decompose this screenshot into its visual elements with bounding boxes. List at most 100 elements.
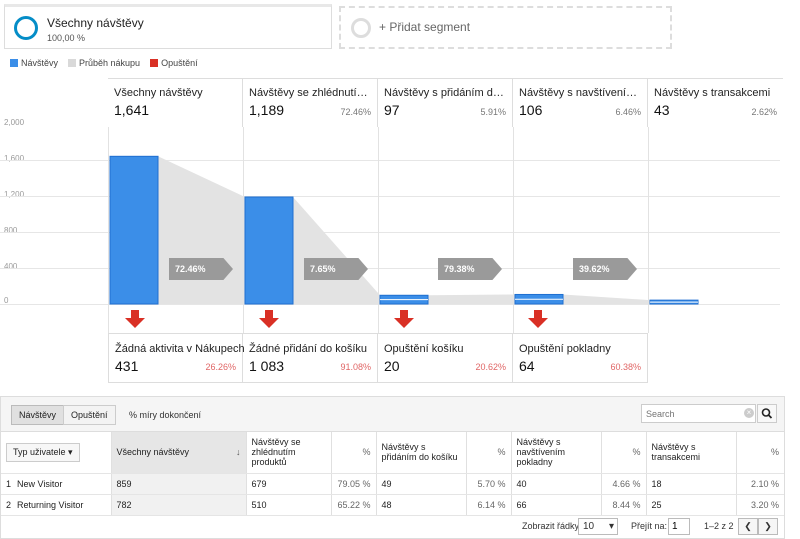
stage-value: 97 [384,102,400,118]
add-segment-ring-icon [351,18,371,38]
search-icon [761,408,773,419]
column-title: Návštěvy s navštívením pokladny [516,437,566,468]
gridline [0,268,780,269]
metric-cell: 679 [246,473,332,495]
segment-percentage: 100,00 % [47,33,86,43]
completion-rate-toggle[interactable]: % míry dokončení [129,410,202,420]
table-pagination: Zobrazit řádky: 10 ▾ Přejít na: 1–2 z 2 ❮… [0,515,785,539]
drop-off-box-4: Opuštění pokladny 64 60.38% [513,333,648,383]
shopping-funnel-chart: 2,000 1,600 1,200 800 400 0 Všechny návš… [0,78,800,384]
previous-page-button[interactable]: ❮ [738,518,758,535]
funnel-stage-header-1: Všechny návštěvy 1,641 [108,78,243,127]
add-segment-button[interactable]: + Přidat segment [339,6,672,49]
column-header-pct[interactable]: % [601,432,647,474]
legend-label: Opuštění [161,58,198,68]
column-header-pct[interactable]: % [736,432,784,474]
metric-cell: 49 [376,473,467,495]
table-search-input[interactable] [641,404,756,423]
dimension-cell[interactable]: 1 New Visitor [1,473,112,495]
y-tick-label: 1,600 [4,154,25,163]
stage-pct: 6.46% [615,107,641,117]
metric-cell: 48 [376,494,467,516]
drop-off-label: Žádná aktivita v Nákupech [115,343,245,355]
table-header-row: Typ uživatele ▾ Všechny návštěvy ↓ Návště… [1,432,784,474]
clear-search-icon[interactable]: × [744,408,754,418]
stage-value: 43 [654,102,670,118]
percentage-cell: 79.05 % [331,473,377,495]
sort-down-icon: ↓ [236,447,241,458]
legend-label: Návštěvy [21,58,59,68]
column-header-pct[interactable]: % [466,432,512,474]
drop-off-box-1: Žádná aktivita v Nákupech 431 26.26% [108,333,245,383]
y-tick-label: 0 [4,296,9,305]
continuation-rate-4: 39.62% [573,258,637,280]
tab-visits[interactable]: Návštěvy [11,405,65,425]
funnel-stage-header-4: Návštěvy s navštívením p... 106 6.46% [513,78,648,127]
funnel-stage-header-2: Návštěvy se zhlédnutím p... 1,189 72.46% [243,78,378,127]
segment-card-all-visits[interactable]: Všechny návštěvy 100,00 % [4,4,332,49]
next-page-button[interactable]: ❯ [758,518,778,535]
goto-page-input[interactable] [668,518,690,535]
continuation-rate-1: 72.46% [169,258,233,280]
metric-cell: 25 [646,494,737,516]
goto-page-label: Přejít na: [631,521,668,531]
dimension-cell[interactable]: 2 Returning Visitor [1,494,112,516]
drop-off-value: 1 083 [249,358,285,374]
column-header-product-views[interactable]: Návštěvy se zhlédnutím produktů [246,432,332,474]
row-index: 1 [6,478,12,489]
dimension-select[interactable]: Typ uživatele ▾ [6,442,80,462]
column-header-add-to-cart[interactable]: Návštěvy s přidáním do košíku [376,432,467,474]
column-divider [108,127,109,333]
metric-cell: 510 [246,494,332,516]
chevron-down-icon: ▾ [608,521,614,532]
drop-off-arrow-icon [528,310,548,328]
percentage-cell: 65.22 % [331,494,377,516]
gridline [0,232,780,233]
column-header-pct[interactable]: % [331,432,377,474]
y-tick-label: 2,000 [4,118,25,127]
gridline [0,160,780,161]
funnel-data-table-panel: Návštěvy Opuštění % míry dokončení × Typ… [0,396,785,539]
y-tick-label: 400 [4,262,18,271]
stage-pct: 5.91% [480,107,506,117]
funnel-bar-1[interactable] [109,155,159,305]
legend-swatch [150,59,159,67]
legend-swatch [10,59,18,67]
drop-off-value: 431 [115,358,139,374]
table-toolbar: Návštěvy Opuštění % míry dokončení × [1,397,784,432]
drop-off-pct: 91.08% [340,362,371,372]
drop-off-pct: 20.62% [475,362,506,372]
column-divider [378,127,379,333]
percentage-cell: 3.20 % [736,494,784,516]
drop-off-box-2: Žádné přidání do košíku 1 083 91.08% [243,333,378,383]
drop-off-label: Opuštění košíku [384,343,464,355]
funnel-flow-area [293,196,380,304]
column-header-transactions[interactable]: Návštěvy s transakcemi [646,432,737,474]
continuation-rate-3: 79.38% [438,258,502,280]
metric-cell: 782 [111,494,247,516]
column-divider [648,127,649,333]
metric-cell: 18 [646,473,737,495]
tab-abandonment[interactable]: Opuštění [63,405,116,425]
table-row: 1 New Visitor 859 679 79.05 % 49 5.70 % 40 4.66 … [1,473,784,495]
funnel-stage-header-3: Návštěvy s přidáním do k... 97 5.91% [378,78,513,127]
rows-per-page-select[interactable]: 10 ▾ [578,518,618,535]
metric-cell: 66 [511,494,602,516]
segment-bar: Všechny návštěvy 100,00 % + Přidat segme… [0,0,800,60]
y-tick-label: 1,200 [4,190,25,199]
drop-off-pct: 26.26% [205,362,236,372]
legend-swatch [68,59,77,67]
column-header-checkout[interactable]: Návštěvy s navštívením pokladny [511,432,602,474]
drop-off-value: 20 [384,358,400,374]
row-dimension-value: Returning Visitor [17,499,84,510]
column-header-all-visits[interactable]: Všechny návštěvy ↓ [111,432,247,474]
search-button[interactable] [757,404,777,423]
drop-off-arrow-icon [125,310,145,328]
chart-legend: Návštěvy Průběh nákupu Opuštění [10,57,198,69]
stage-value: 1,189 [249,102,285,118]
funnel-bar-2[interactable] [244,196,294,305]
dimension-header: Typ uživatele ▾ [1,432,112,474]
column-title: Návštěvy se zhlédnutím produktů [251,437,301,468]
funnel-data-table: Typ uživatele ▾ Všechny návštěvy ↓ Návště… [1,432,784,516]
pagination-range: 1–2 z 2 [704,521,734,531]
